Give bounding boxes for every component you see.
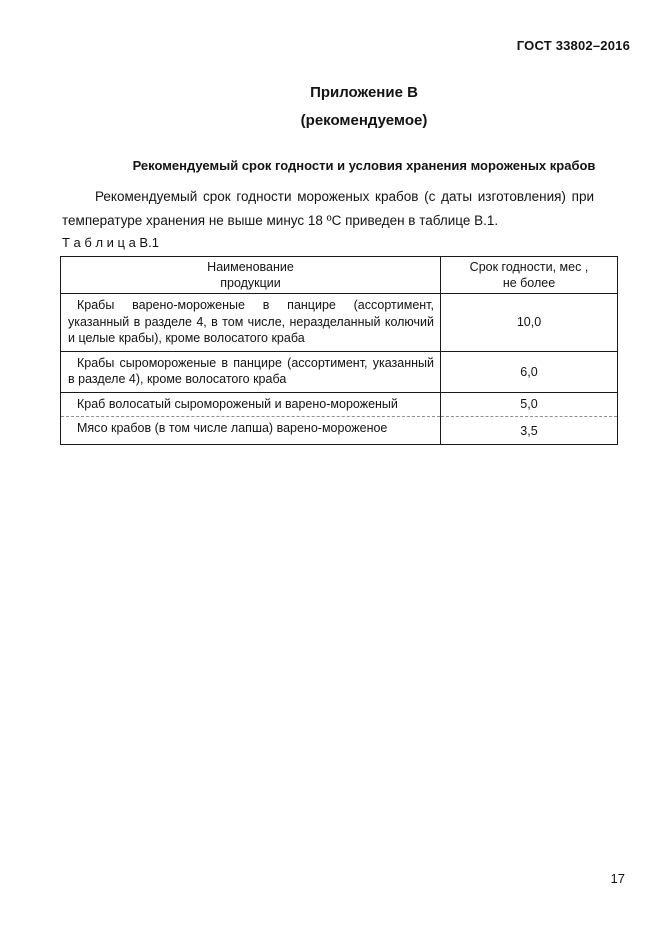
product-name-cell: Крабы сыромороженые в панцире (ассортиме… [68,355,434,387]
product-name-cell: Крабы варено-мороженые в панцире (ассорт… [68,298,434,345]
appendix-subtitle: (рекомендуемое) [300,112,428,129]
appendix-title: Приложение В [310,84,418,101]
table-row: Крабы варено-мороженые в панцире (ассорт… [60,293,618,351]
table-row: Мясо крабов (в том числе лапша) варено-м… [61,416,618,445]
shelf-life-value-cell: 5,0 [440,392,618,417]
page-number: 17 [610,871,625,886]
table-row: Краб волосатый сыромороженый и варено-мо… [60,392,618,417]
product-name-cell: Мясо крабов (в том числе лапша) варено-м… [77,421,388,435]
shelf-life-header: Срок годности, мес , не более [440,256,618,294]
table-row: Крабы сыромороженые в панцире (ассортиме… [60,351,618,392]
shelf-life-table: Наименование продукции Срок годности, ме… [60,256,618,445]
body-paragraph: Рекомендуемый срок годности мороженых кр… [62,189,594,228]
shelf-life-value-cell: 6,0 [440,351,618,392]
product-name-header: Наименование продукции [207,260,294,290]
table-label: Т а б л и ц а В.1 [62,235,159,250]
doc-number: ГОСТ 33802–2016 [516,38,630,53]
product-name-cell: Краб волосатый сыромороженый и варено-мо… [77,396,398,411]
shelf-life-value-cell: 10,0 [440,293,618,351]
shelf-life-value-cell: 3,5 [440,416,618,445]
section-heading: Рекомендуемый срок годности и условия хр… [132,158,596,173]
table-header-row: Наименование продукции Срок годности, ме… [60,256,618,294]
